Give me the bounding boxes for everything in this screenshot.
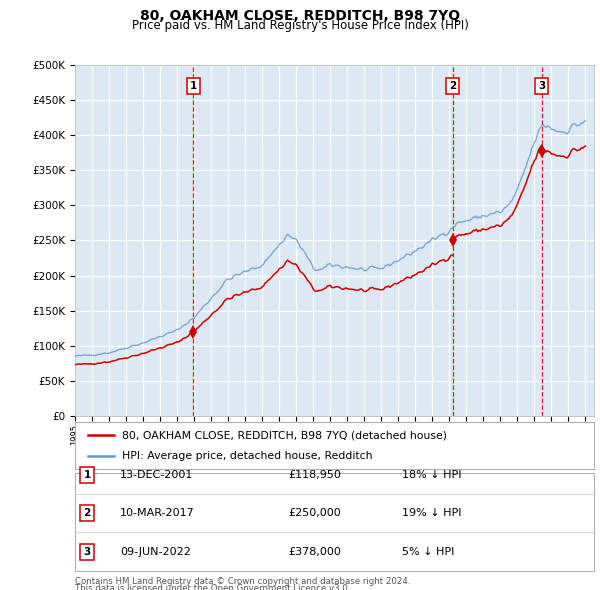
Text: 5% ↓ HPI: 5% ↓ HPI bbox=[402, 547, 454, 556]
Text: 1: 1 bbox=[83, 470, 91, 480]
Text: £118,950: £118,950 bbox=[288, 470, 341, 480]
Text: 2: 2 bbox=[83, 509, 91, 518]
Text: Price paid vs. HM Land Registry's House Price Index (HPI): Price paid vs. HM Land Registry's House … bbox=[131, 19, 469, 32]
Text: This data is licensed under the Open Government Licence v3.0.: This data is licensed under the Open Gov… bbox=[75, 584, 350, 590]
Text: 19% ↓ HPI: 19% ↓ HPI bbox=[402, 509, 461, 518]
Text: 80, OAKHAM CLOSE, REDDITCH, B98 7YQ (detached house): 80, OAKHAM CLOSE, REDDITCH, B98 7YQ (det… bbox=[122, 430, 447, 440]
Text: 10-MAR-2017: 10-MAR-2017 bbox=[120, 509, 195, 518]
Text: £250,000: £250,000 bbox=[288, 509, 341, 518]
Text: £378,000: £378,000 bbox=[288, 547, 341, 556]
Text: 80, OAKHAM CLOSE, REDDITCH, B98 7YQ: 80, OAKHAM CLOSE, REDDITCH, B98 7YQ bbox=[140, 9, 460, 23]
Text: 09-JUN-2022: 09-JUN-2022 bbox=[120, 547, 191, 556]
Text: 2: 2 bbox=[449, 81, 456, 91]
Text: Contains HM Land Registry data © Crown copyright and database right 2024.: Contains HM Land Registry data © Crown c… bbox=[75, 577, 410, 586]
Text: HPI: Average price, detached house, Redditch: HPI: Average price, detached house, Redd… bbox=[122, 451, 372, 461]
Text: 3: 3 bbox=[83, 547, 91, 556]
Text: 18% ↓ HPI: 18% ↓ HPI bbox=[402, 470, 461, 480]
Text: 1: 1 bbox=[190, 81, 197, 91]
Text: 3: 3 bbox=[538, 81, 545, 91]
Text: 13-DEC-2001: 13-DEC-2001 bbox=[120, 470, 193, 480]
